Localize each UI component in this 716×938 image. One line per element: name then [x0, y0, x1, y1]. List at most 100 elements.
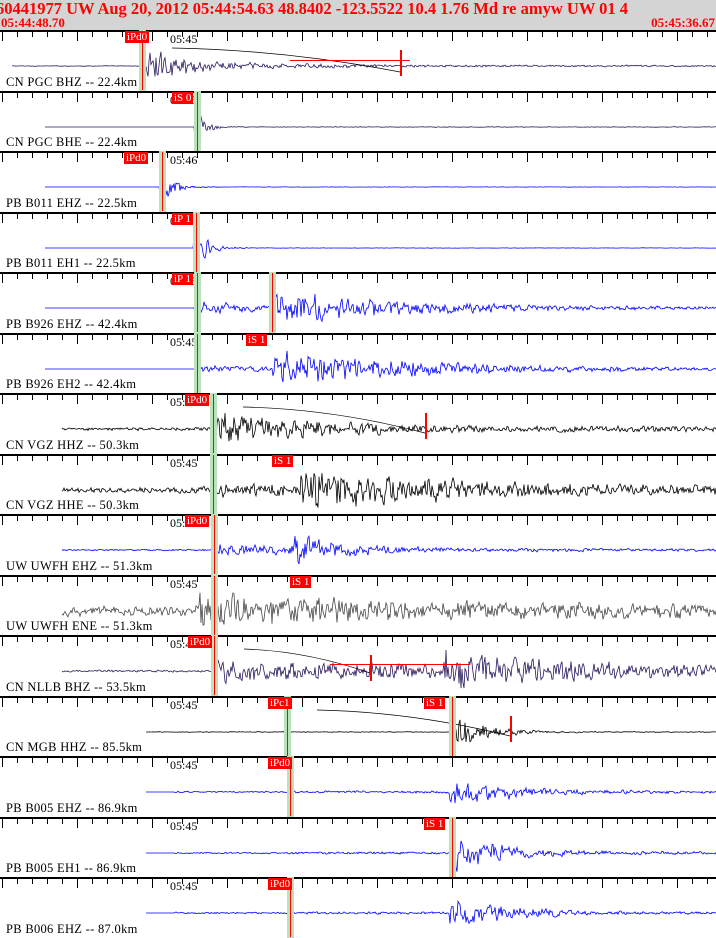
axis-tick-minor: [107, 213, 108, 219]
channel-label[interactable]: PB B005 EH1 -- 86.9km: [6, 861, 137, 875]
pick-label-is1[interactable]: iS 1: [424, 817, 446, 830]
channel-label[interactable]: PB B011 EHZ -- 22.5km: [6, 195, 138, 210]
axis-tick-minor: [47, 758, 48, 763]
axis-tick-minor: [32, 758, 33, 763]
axis-tick-minor: [182, 153, 183, 158]
pick-marker-line[interactable]: [290, 878, 291, 937]
channel-label[interactable]: CN VGZ HHZ -- 50.3km: [6, 437, 140, 452]
channel-label[interactable]: PB B005 EHZ -- 86.9km: [6, 800, 138, 815]
trace-row[interactable]: 05:45 iPc1 iS 1 CN MGB HHZ -- 85.5km: [0, 695, 716, 756]
amplitude-marker[interactable]: [370, 655, 372, 681]
axis-tick-minor: [347, 697, 348, 703]
pick-label-is1[interactable]: iS 1: [290, 575, 312, 588]
pick-label-is1[interactable]: iS 1: [246, 333, 268, 346]
pick-label-is1[interactable]: iS 1: [424, 696, 446, 709]
pick-marker-line[interactable]: [197, 273, 198, 332]
axis-tick-minor: [62, 697, 63, 703]
channel-label[interactable]: CN VGZ HHE -- 50.3km: [6, 498, 140, 512]
trace-stack[interactable]: 05:45 iPd0 CN PGC BHZ -- 22.4km 05:45 iS 0 CN…: [0, 30, 716, 938]
trace-row[interactable]: 05:45 iPd0 CN NLLB BHZ -- 53.5km: [0, 635, 716, 696]
channel-label[interactable]: PB B011 EH1 -- 22.5km: [6, 256, 136, 270]
channel-label[interactable]: CN PGC BHE -- 22.4km: [6, 135, 138, 149]
axis-tick-minor: [317, 879, 318, 884]
axis-tick-minor: [407, 213, 408, 219]
axis-tick-minor: [632, 213, 633, 219]
axis-tick-major: [527, 334, 528, 344]
axis-tick-minor: [707, 637, 708, 642]
pick-marker-line[interactable]: [214, 515, 215, 574]
pick-label-ip1[interactable]: iP 1: [172, 273, 194, 285]
pick-marker-line[interactable]: [214, 636, 215, 695]
channel-label[interactable]: CN PGC BHZ -- 22.4km: [6, 74, 138, 89]
axis-line: [0, 90, 716, 93]
pick-marker-line[interactable]: [452, 817, 453, 877]
axis-tick-minor: [137, 758, 138, 763]
amplitude-marker[interactable]: [400, 50, 402, 76]
channel-label[interactable]: PB B006 EHZ -- 87.0km: [6, 921, 138, 936]
pick-marker-line[interactable]: [272, 273, 273, 332]
axis-tick-major: [302, 637, 303, 646]
trace-row[interactable]: 05:45 iPd0 CN PGC BHZ -- 22.4km: [0, 30, 716, 91]
pick-marker-line[interactable]: [213, 454, 214, 514]
pick-label-ipd0[interactable]: iPd0: [268, 878, 293, 890]
pick-marker-line[interactable]: [214, 575, 215, 635]
axis-tick-major: [152, 32, 153, 41]
channel-label[interactable]: CN MGB HHZ -- 85.5km: [6, 740, 143, 754]
axis-tick-major: [677, 153, 678, 162]
pick-marker-line[interactable]: [213, 394, 214, 453]
trace-row[interactable]: 05:45 iS 1 PB B926 EH2 -- 42.4km: [0, 332, 716, 393]
pick-label-ipd0[interactable]: iPd0: [125, 31, 150, 43]
trace-row[interactable]: 05:45 iS 1 UW UWFH ENE -- 51.3km: [0, 574, 716, 635]
axis-tick-minor: [347, 32, 348, 37]
axis-tick-minor: [632, 576, 633, 582]
axis-tick-minor: [422, 516, 423, 521]
amplitude-marker[interactable]: [510, 715, 512, 742]
axis-tick-minor: [47, 818, 48, 824]
pick-label-ipd0[interactable]: iPd0: [268, 757, 293, 769]
coda-duration-line[interactable]: [330, 664, 470, 665]
amplitude-marker[interactable]: [425, 413, 427, 439]
axis-tick-minor: [707, 334, 708, 340]
coda-duration-line[interactable]: [290, 60, 410, 61]
pick-label-is1[interactable]: iS 1: [272, 454, 294, 467]
channel-label[interactable]: CN NLLB BHZ -- 53.5km: [6, 679, 146, 694]
trace-row[interactable]: 05:46 iPd0 PB B011 EHZ -- 22.5km: [0, 151, 716, 212]
trace-row[interactable]: 05:45 iPd0 UW UWFH EHZ -- 51.3km: [0, 514, 716, 575]
trace-row[interactable]: 05:45 iS 1 CN VGZ HHE -- 50.3km: [0, 453, 716, 514]
pick-label-ipc1[interactable]: iPc1: [268, 696, 292, 709]
axis-tick-minor: [182, 697, 183, 703]
trace-row[interactable]: 05:45 iPd0 PB B005 EHZ -- 86.9km: [0, 756, 716, 817]
pick-label-ip1[interactable]: iP 1: [172, 212, 194, 225]
pick-marker-line[interactable]: [196, 212, 197, 272]
trace-row[interactable]: 05:45 iPd0 PB B006 EHZ -- 87.0km: [0, 877, 716, 938]
pick-marker-line[interactable]: [197, 333, 198, 393]
trace-row[interactable]: 05:45 iS 1 PB B005 EH1 -- 86.9km: [0, 816, 716, 877]
channel-label[interactable]: UW UWFH EHZ -- 51.3km: [6, 558, 153, 573]
pick-marker-line[interactable]: [287, 696, 288, 756]
axis-tick-major: [527, 274, 528, 283]
channel-label[interactable]: PB B926 EHZ -- 42.4km: [6, 316, 138, 331]
trace-row[interactable]: 05:45 iPd0 CN VGZ HHZ -- 50.3km: [0, 393, 716, 454]
axis-tick-minor: [197, 576, 198, 582]
axis-tick-major: [602, 213, 603, 223]
pick-label-ipd0[interactable]: iPd0: [185, 515, 210, 527]
pick-label-ipd0[interactable]: iPd0: [124, 152, 149, 164]
axis-tick-minor: [497, 395, 498, 400]
pick-marker-line[interactable]: [290, 757, 291, 816]
axis-tick-minor: [572, 455, 573, 461]
pick-label-ipd0[interactable]: iPd0: [188, 636, 213, 648]
channel-label[interactable]: UW UWFH ENE -- 51.3km: [6, 619, 153, 633]
pick-marker-line[interactable]: [197, 91, 198, 151]
axis-tick-minor: [272, 516, 273, 521]
pick-marker-line[interactable]: [162, 152, 163, 211]
axis-tick-minor: [212, 818, 213, 824]
pick-marker-line[interactable]: [452, 696, 453, 756]
channel-label[interactable]: PB B926 EH2 -- 42.4km: [6, 377, 137, 391]
axis-tick-minor: [557, 455, 558, 461]
pick-label-is0[interactable]: iS 0: [172, 91, 194, 104]
pick-marker-line[interactable]: [142, 31, 143, 90]
pick-label-ipd0[interactable]: iPd0: [185, 394, 210, 406]
